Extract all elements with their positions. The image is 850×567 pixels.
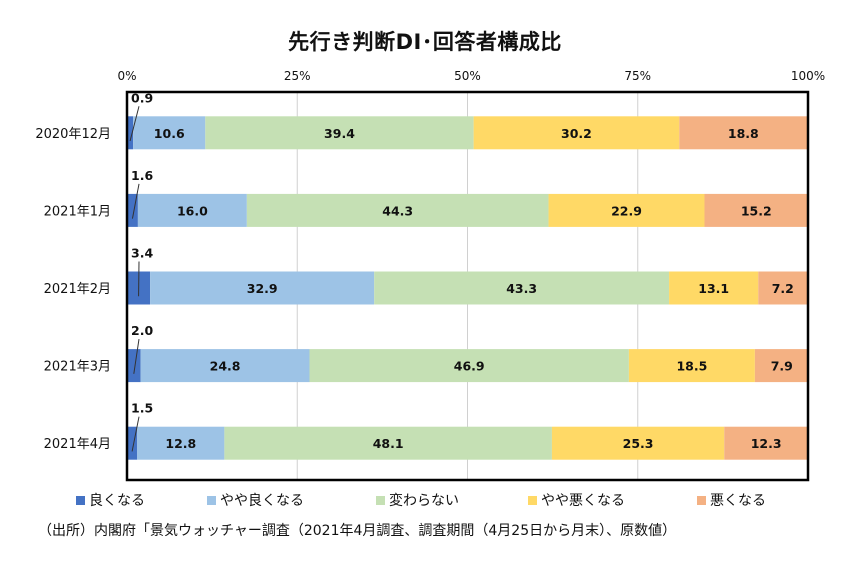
data-label: 32.9 (247, 281, 278, 296)
x-tick-label: 25% (284, 69, 311, 83)
plot-frame (125, 90, 810, 482)
bar-segment (246, 193, 549, 227)
bar-segment (127, 349, 141, 383)
bar-segment (754, 349, 809, 383)
legend-swatch (76, 495, 85, 505)
data-label: 12.3 (751, 436, 782, 451)
legend-swatch (207, 495, 216, 505)
data-label: 18.8 (728, 126, 759, 141)
bar-segment (205, 116, 474, 150)
x-axis-ticks: 0% 25% 50% 75% 100% (117, 69, 825, 83)
x-tick-label: 75% (624, 69, 651, 83)
chart-plot: 0.9 10.6 39.4 30.2 18.8 1.6 16.0 44.3 22.9 15.2 3.… (35, 69, 825, 482)
leader-line (129, 106, 140, 142)
bar-segment (669, 271, 759, 305)
data-label: 12.8 (165, 436, 196, 451)
data-label: 13.1 (698, 281, 729, 296)
data-label: 15.2 (741, 203, 772, 218)
leader-line (131, 183, 140, 219)
data-label: 2.0 (131, 323, 153, 338)
source-note: （出所）内閣府「景気ウォッチャー調査（2021年4月調査、調査期間（4月25日か… (38, 523, 677, 539)
legend-label: 変わらない (389, 493, 459, 509)
bar-segment (548, 193, 705, 227)
data-label: 1.6 (131, 168, 153, 183)
data-labels: 0.9 10.6 39.4 30.2 18.8 1.6 16.0 44.3 22.9 15.2 3.… (129, 90, 794, 452)
data-label: 25.3 (623, 436, 654, 451)
bar-segment (150, 271, 375, 305)
x-tick-label: 50% (454, 69, 481, 83)
legend: 良くなる やや良くなる 変わらない やや悪くなる 悪くなる (0, 490, 850, 512)
data-label: 0.9 (131, 90, 153, 105)
legend-item: やや良くなる (207, 490, 304, 510)
data-label: 30.2 (561, 126, 592, 141)
legend-swatch (697, 495, 706, 505)
leader-line (133, 339, 140, 374)
bar-segment (224, 426, 552, 460)
data-label: 7.2 (772, 281, 794, 296)
bar-segment (679, 116, 808, 150)
bar-segment (473, 116, 680, 150)
bar-segment (309, 349, 629, 383)
bar-segment (137, 426, 225, 460)
data-label: 48.1 (373, 436, 404, 451)
bar-segment (127, 116, 134, 150)
category-labels: 2020年12月 2021年1月 2021年2月 2021年3月 2021年4月 (35, 127, 111, 452)
bar-segment (724, 426, 808, 460)
legend-item: 変わらない (376, 490, 459, 510)
legend-item: 悪くなる (697, 490, 766, 510)
data-label: 46.9 (454, 359, 485, 374)
bar-segment (758, 271, 808, 305)
data-label: 3.4 (131, 246, 153, 261)
data-label: 7.9 (771, 359, 793, 374)
category-label: 2021年1月 (44, 204, 111, 219)
bar-segment (140, 349, 310, 383)
legend-item: やや悪くなる (528, 490, 625, 510)
category-label: 2021年2月 (44, 282, 111, 297)
bar-segment (127, 193, 138, 227)
bar-segment (551, 426, 725, 460)
x-tick-label: 0% (117, 69, 136, 83)
legend-label: 良くなる (89, 493, 145, 509)
data-label: 44.3 (382, 203, 413, 218)
data-label: 24.8 (210, 359, 241, 374)
bar-segment (133, 116, 206, 150)
data-label: 22.9 (611, 203, 642, 218)
legend-label: やや悪くなる (541, 493, 625, 509)
legend-item: 良くなる (76, 490, 145, 510)
legend-swatch (376, 495, 385, 505)
bar-segment (137, 193, 247, 227)
data-label: 16.0 (177, 203, 208, 218)
bar-segment (374, 271, 670, 305)
legend-label: やや良くなる (220, 493, 304, 509)
bar-segment (704, 193, 808, 227)
data-label: 43.3 (506, 281, 537, 296)
data-label: 39.4 (324, 126, 355, 141)
leader-line (131, 416, 140, 452)
bar-segment (628, 349, 755, 383)
category-label: 2021年4月 (44, 437, 111, 452)
chart-title: 先行き判断DI･回答者構成比 (288, 30, 562, 54)
legend-swatch (528, 495, 537, 505)
category-label: 2021年3月 (44, 360, 111, 375)
data-label: 1.5 (131, 401, 153, 416)
legend-label: 悪くなる (710, 493, 766, 509)
data-label: 10.6 (154, 126, 185, 141)
data-label: 18.5 (676, 359, 707, 374)
bar-segment (127, 426, 138, 460)
category-label: 2020年12月 (35, 127, 111, 142)
bar-segments (127, 116, 809, 460)
x-tick-label: 100% (791, 69, 825, 83)
